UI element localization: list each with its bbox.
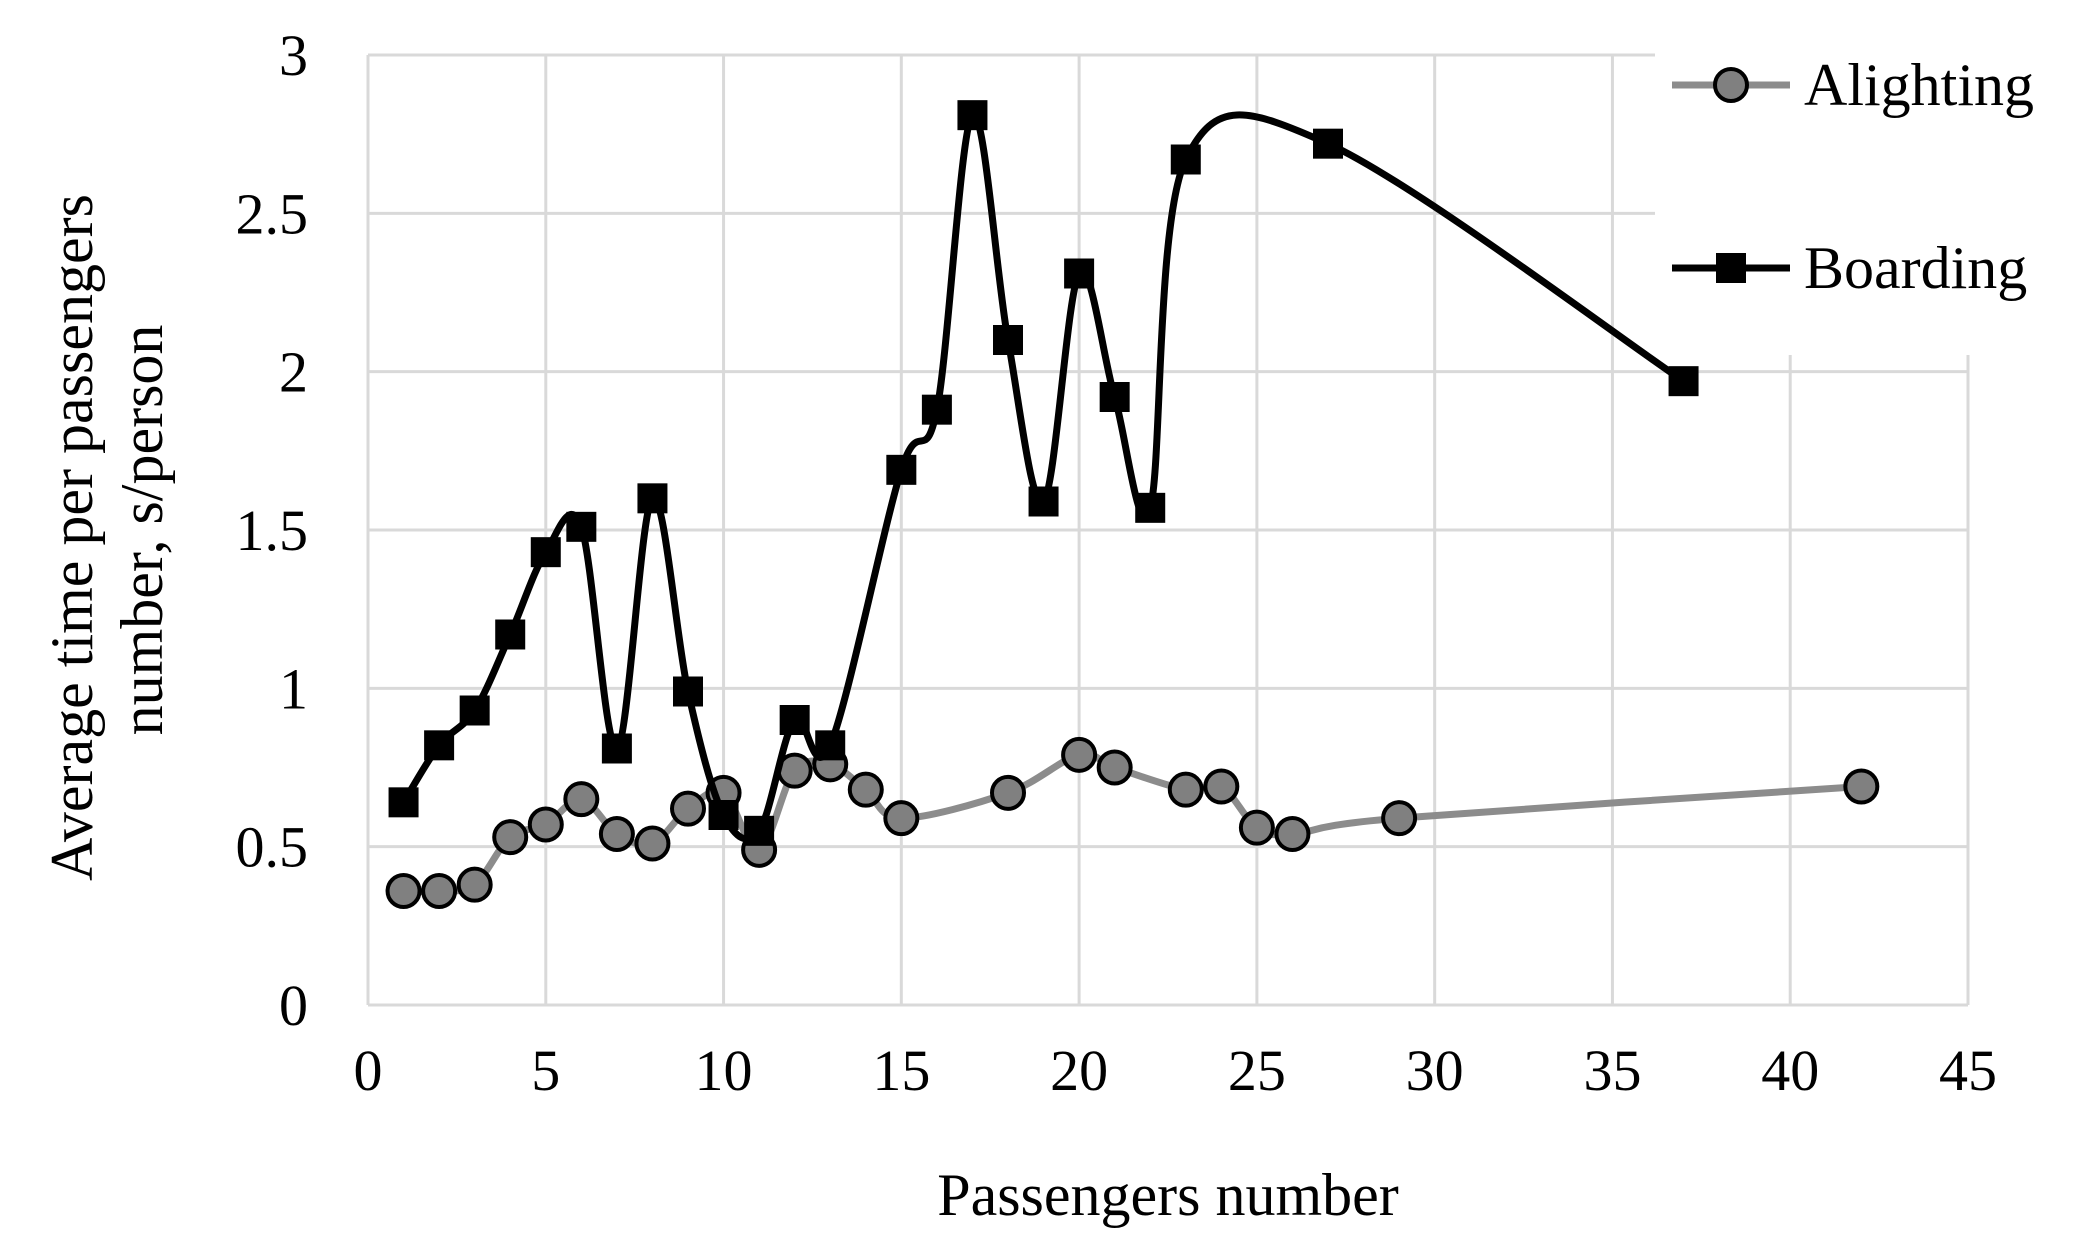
data-point-alighting [1274,816,1311,852]
x-tick-label: 25 [1228,1038,1286,1103]
legend-label-boarding: Boarding [1804,235,2027,301]
data-point-alighting [1203,768,1240,805]
y-tick-label: 1.5 [236,498,309,563]
data-point-boarding [1028,486,1059,517]
data-point-alighting [883,800,920,837]
data-point-alighting [1096,749,1133,786]
x-tick-label: 40 [1761,1038,1819,1103]
x-tick-label: 10 [695,1038,753,1103]
data-point-boarding [459,695,490,726]
data-point-alighting [527,806,564,843]
data-point-boarding [566,511,597,542]
x-tick-label: 0 [354,1038,383,1103]
series-alighting [385,736,1880,909]
legend: Alighting Boarding [1672,52,2034,301]
axes [366,55,1968,1007]
y-axis-title: Average time per passengers number, s/pe… [39,179,175,881]
y-tick-label: 1 [279,656,308,721]
data-point-boarding [708,800,739,830]
data-point-alighting [847,771,884,808]
data-point-alighting [1167,771,1204,808]
data-point-alighting [990,774,1026,811]
data-point-alighting [1061,736,1098,773]
x-tick-label: 35 [1583,1038,1641,1103]
x-tick-label: 15 [872,1038,930,1103]
legend-marker-boarding [1716,253,1746,283]
data-point-boarding [530,537,561,568]
data-point-alighting [1238,809,1275,846]
series-boarding [388,100,1699,846]
data-point-alighting [456,866,493,903]
data-point-boarding [388,787,419,818]
data-point-alighting [598,816,635,852]
data-point-alighting [421,873,458,909]
legend-label-alighting: Alighting [1804,52,2034,118]
series-layer [385,100,1880,909]
y-tick-label: 2.5 [236,181,309,246]
data-point-boarding [1099,382,1130,412]
x-tick-label: 5 [531,1038,560,1103]
data-point-boarding [601,733,632,764]
data-point-alighting [670,790,706,827]
data-point-alighting [1843,768,1880,805]
y-tick-label: 2 [279,340,308,405]
x-tick-labels: 0 5 10 15 20 25 30 35 40 45 [354,1038,1998,1103]
data-point-boarding [744,815,775,846]
x-tick-label: 20 [1050,1038,1108,1103]
y-axis-title-line-2: number, s/person [109,325,175,736]
legend-item-alighting: Alighting [1672,52,2034,118]
data-point-boarding [993,325,1023,355]
data-point-boarding [673,676,703,707]
y-tick-label: 0 [279,973,308,1038]
x-axis-title: Passengers number [937,1162,1399,1228]
x-tick-label: 45 [1939,1038,1997,1103]
data-point-boarding [495,619,526,650]
y-axis-title-line-1: Average time per passengers [39,194,105,881]
data-point-boarding [1064,258,1095,289]
data-point-alighting [634,825,671,862]
data-point-alighting [385,873,422,909]
y-tick-labels: 0 0.5 1 1.5 2 2.5 3 [236,23,309,1038]
data-point-boarding [815,730,846,761]
data-point-boarding [1170,144,1201,175]
data-point-boarding [886,454,917,485]
legend-item-boarding: Boarding [1672,235,2027,301]
data-point-boarding [921,394,952,425]
data-point-boarding [1135,492,1166,523]
y-tick-label: 0.5 [236,815,309,880]
x-tick-label: 30 [1406,1038,1464,1103]
data-point-boarding [779,705,810,735]
legend-marker-alighting [1713,67,1749,103]
data-point-boarding [637,483,668,514]
data-point-alighting [492,819,529,856]
data-point-alighting [1381,800,1418,837]
data-point-boarding [424,730,455,761]
y-tick-label: 3 [279,23,308,88]
data-point-alighting [563,781,600,818]
data-point-boarding [957,100,988,131]
data-point-boarding [1668,366,1699,397]
data-point-boarding [1313,128,1343,159]
